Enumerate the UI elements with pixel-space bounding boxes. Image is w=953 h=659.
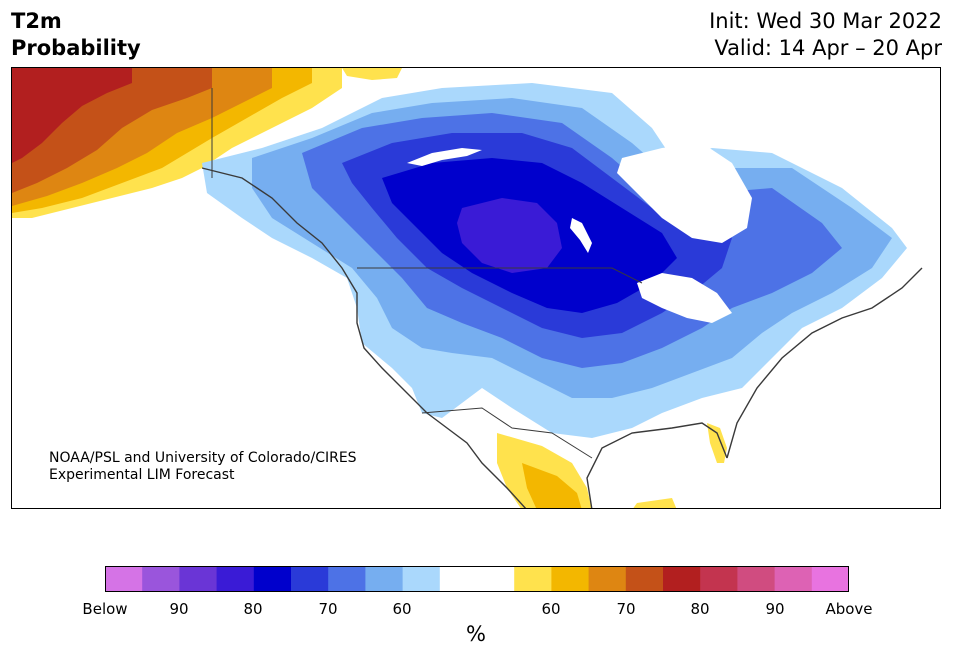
cb-label-above-80: 80 bbox=[690, 600, 710, 618]
probability-map bbox=[11, 67, 941, 509]
arctic-above-60 bbox=[342, 68, 402, 80]
colorbar-cell bbox=[105, 566, 143, 592]
map-svg bbox=[12, 68, 923, 508]
credit-text: NOAA/PSL and University of Colorado/CIRE… bbox=[49, 450, 357, 484]
cold-below-99 bbox=[457, 198, 562, 273]
colorbar-cell bbox=[439, 566, 478, 592]
colorbar-cell bbox=[216, 566, 255, 592]
forecast-dates: Init: Wed 30 Mar 2022 Valid: 14 Apr – 20… bbox=[709, 8, 942, 62]
colorbar-cell bbox=[365, 566, 404, 592]
cb-label-below-80: 80 bbox=[243, 600, 263, 618]
cb-label-above-90: 90 bbox=[765, 600, 785, 618]
colorbar-cells bbox=[105, 566, 849, 592]
alaska-above-95 bbox=[12, 68, 132, 163]
mexico-above-70 bbox=[522, 463, 582, 508]
colorbar-cell bbox=[142, 566, 180, 592]
colorbar-cell bbox=[625, 566, 664, 592]
colorbar-cell bbox=[774, 566, 813, 592]
colorbar-cell bbox=[477, 566, 515, 592]
map-title: T2m Probability bbox=[11, 8, 141, 62]
colorbar-cell bbox=[700, 566, 738, 592]
colorbar-cell bbox=[291, 566, 329, 592]
colorbar-cell bbox=[328, 566, 366, 592]
coastline-gulf bbox=[586, 422, 728, 508]
colorbar-cell bbox=[402, 566, 441, 592]
colorbar-outline bbox=[105, 566, 849, 592]
colorbar-cell bbox=[551, 566, 590, 592]
great-lakes bbox=[637, 273, 732, 323]
colorbar-cell bbox=[737, 566, 776, 592]
colorbar-cell bbox=[179, 566, 218, 592]
coastline-west bbox=[201, 167, 527, 508]
cb-label-below-70: 70 bbox=[318, 600, 338, 618]
cb-label-above-60: 60 bbox=[541, 600, 561, 618]
valid-range: Valid: 14 Apr – 20 Apr bbox=[714, 36, 942, 60]
cb-label-below: Below bbox=[82, 600, 128, 618]
colorbar-cell bbox=[514, 566, 552, 592]
colorbar-unit: % bbox=[466, 622, 486, 646]
colorbar-cell bbox=[811, 566, 849, 592]
cb-label-above-70: 70 bbox=[616, 600, 636, 618]
init-date: Init: Wed 30 Mar 2022 bbox=[709, 9, 942, 33]
hudson-bay bbox=[617, 143, 752, 243]
cb-label-below-60: 60 bbox=[392, 600, 412, 618]
colorbar bbox=[105, 566, 849, 592]
us-canada-border bbox=[357, 267, 643, 284]
great-slave-lake bbox=[407, 148, 482, 166]
title-line-2: Probability bbox=[11, 36, 141, 60]
colorbar-labels: Below 90 80 70 60 60 70 80 90 Above bbox=[0, 600, 953, 620]
colorbar-cell bbox=[588, 566, 627, 592]
caribbean-above-60 bbox=[633, 498, 677, 508]
cb-label-above: Above bbox=[825, 600, 873, 618]
colorbar-cell bbox=[663, 566, 701, 592]
title-line-1: T2m bbox=[11, 9, 62, 33]
lake-winnipeg bbox=[570, 218, 592, 253]
credit-line-1: NOAA/PSL and University of Colorado/CIRE… bbox=[49, 450, 357, 466]
credit-line-2: Experimental LIM Forecast bbox=[49, 467, 235, 483]
us-mexico-border bbox=[421, 407, 593, 459]
florida-above-60 bbox=[707, 423, 727, 463]
coastline-east bbox=[726, 267, 923, 459]
colorbar-cell bbox=[253, 566, 292, 592]
cb-label-below-90: 90 bbox=[169, 600, 189, 618]
